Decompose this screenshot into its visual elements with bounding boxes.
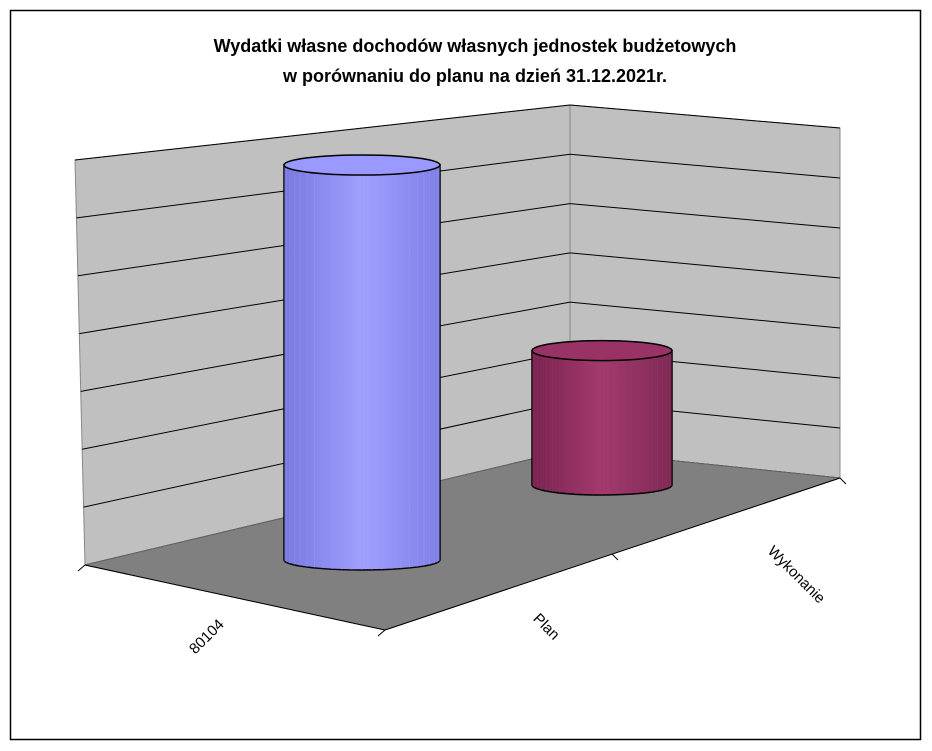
axis-tick <box>77 564 86 572</box>
cylinder-body <box>531 349 673 496</box>
category-axis <box>84 564 386 631</box>
grid-line <box>77 203 841 277</box>
axis-tick <box>377 629 386 637</box>
chart-title: Wydatki własne dochodów własnych jednost… <box>214 36 737 56</box>
cylinder-top <box>283 154 441 176</box>
grid-line <box>74 104 841 161</box>
grid-line <box>76 153 841 219</box>
cylinder-body <box>283 164 441 571</box>
axis-tick <box>839 477 847 485</box>
axis-tick <box>611 553 619 561</box>
grid-line <box>79 252 841 335</box>
plot <box>283 154 673 571</box>
cylinder-top <box>531 339 673 362</box>
chart-title: w porównaniu do planu na dzień 31.12.202… <box>282 66 667 86</box>
grid-line <box>80 301 841 392</box>
